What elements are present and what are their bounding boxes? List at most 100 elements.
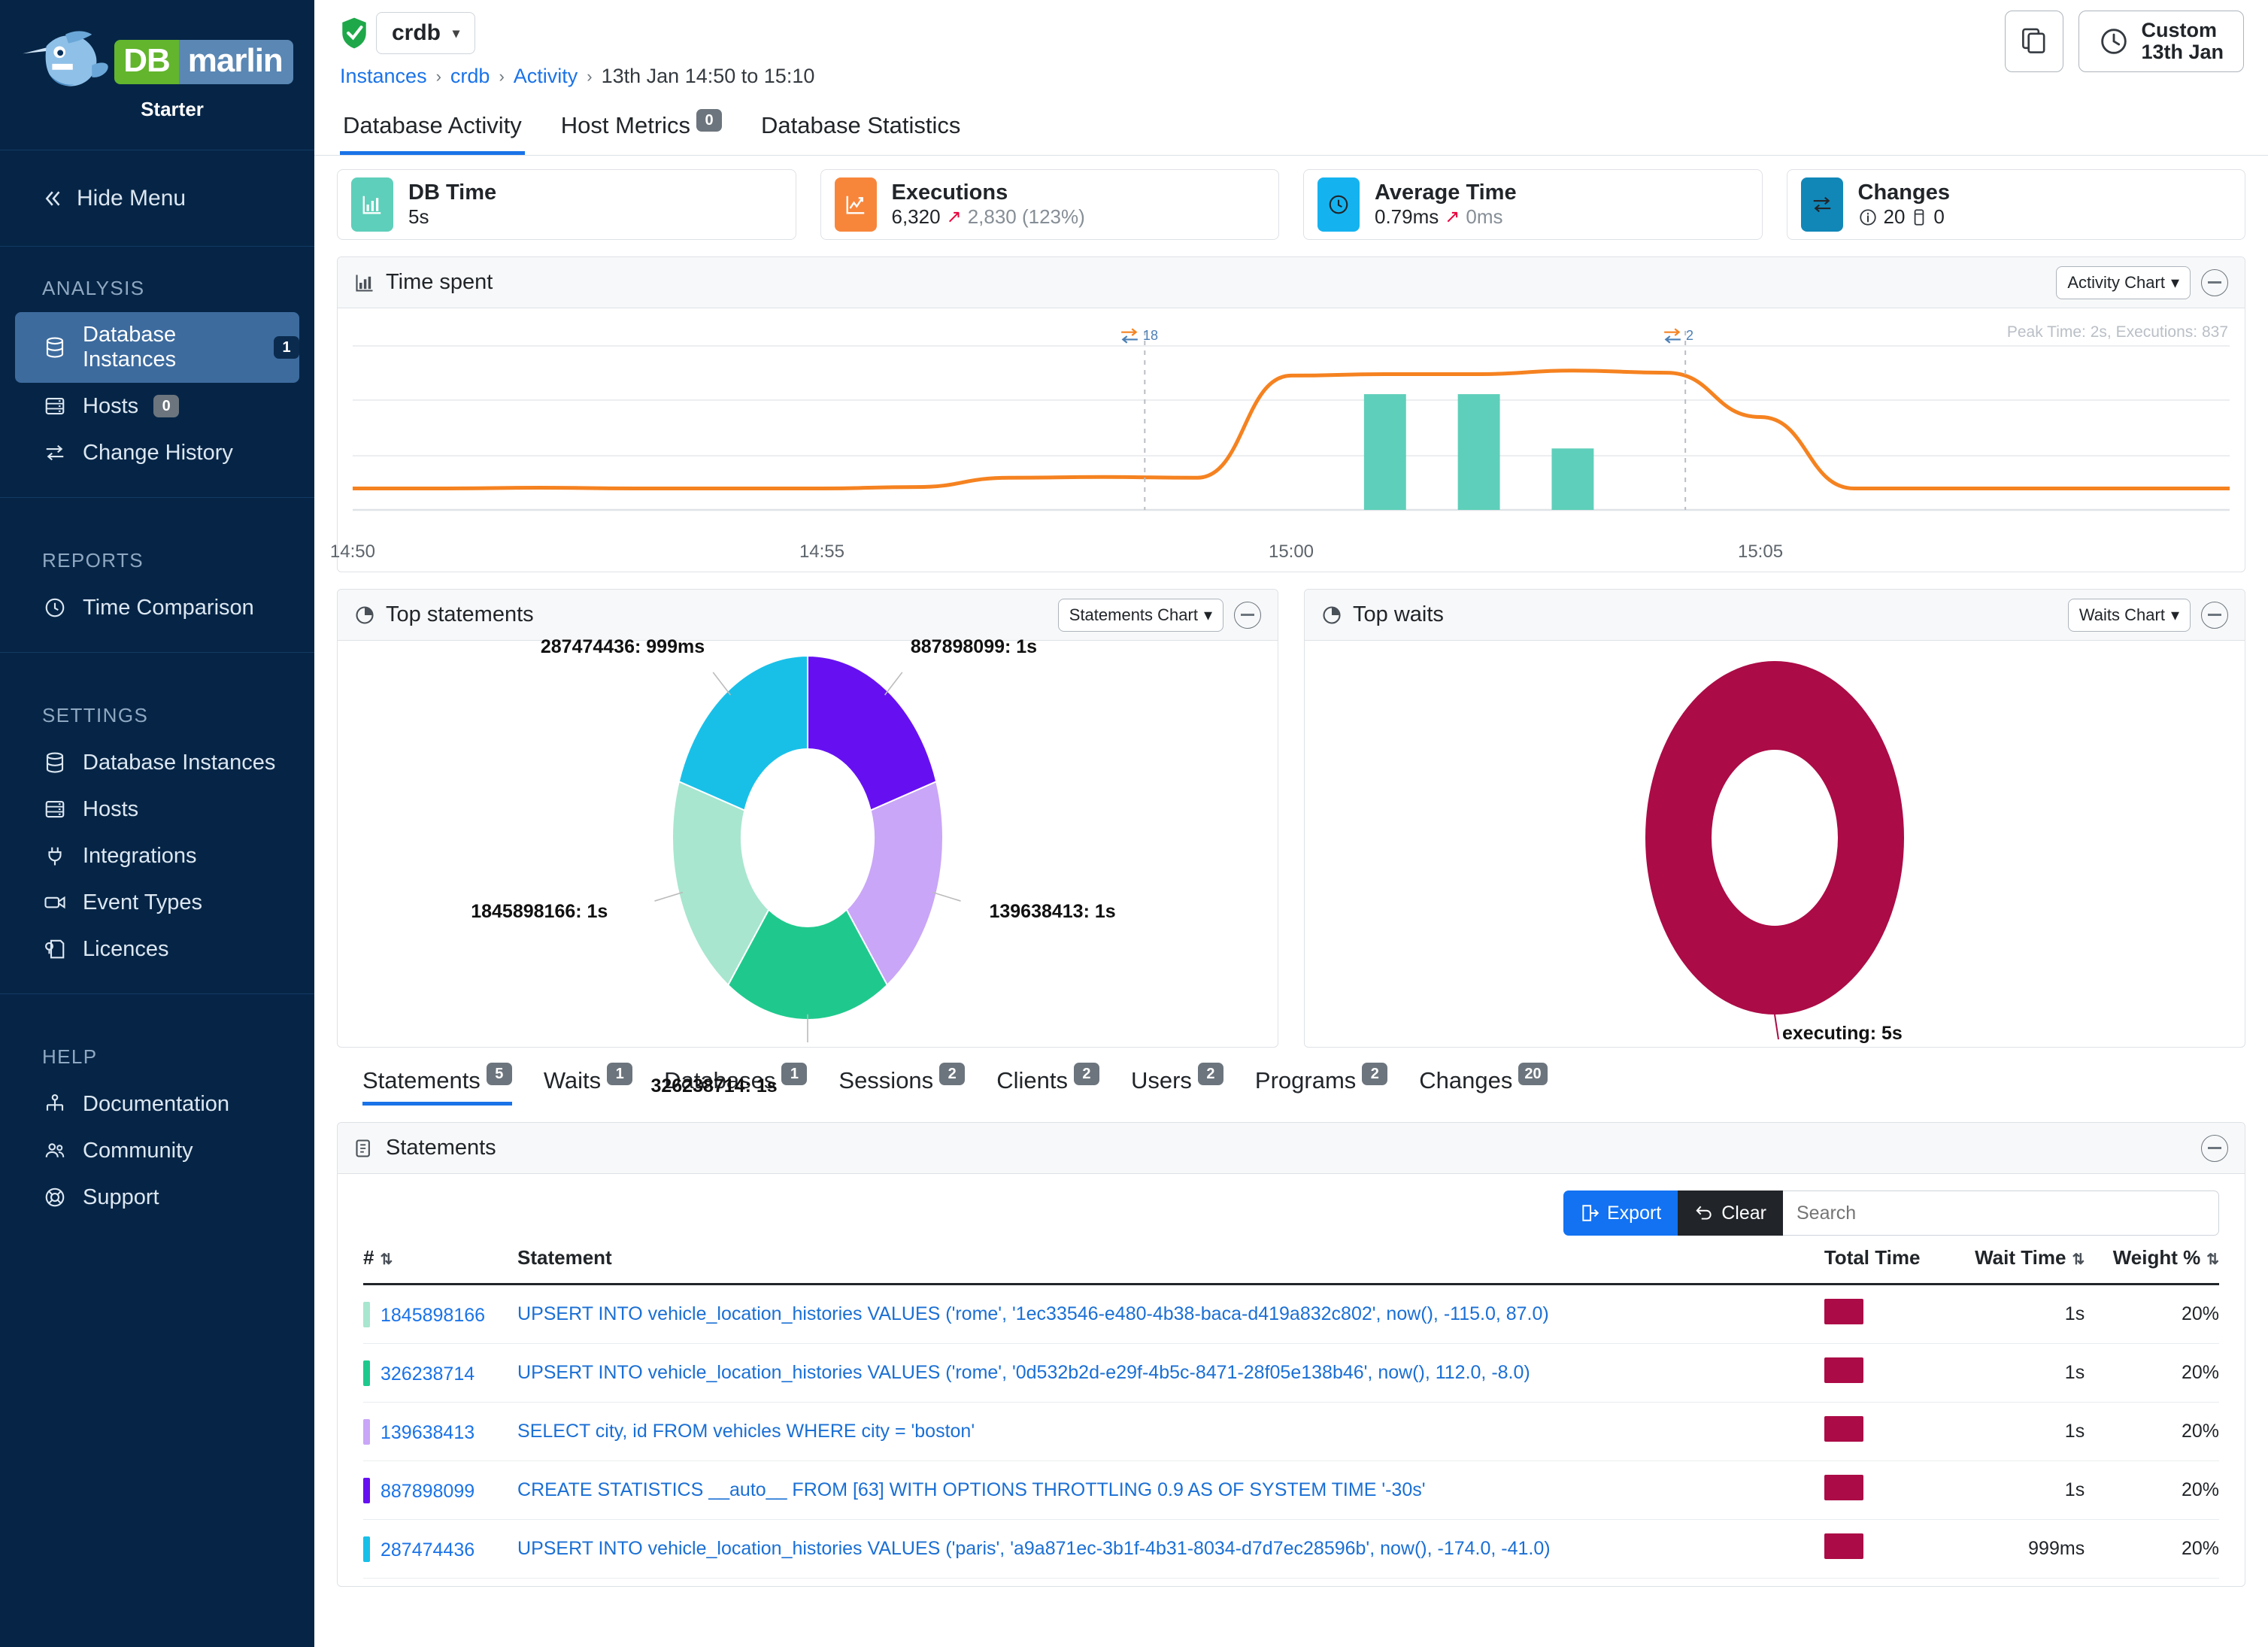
subtab-programs[interactable]: Programs2 xyxy=(1255,1067,1387,1106)
subtab-sessions[interactable]: Sessions2 xyxy=(838,1067,965,1106)
kpi-row: DB Time5s Executions6,320↗2,830 (123%) Ave… xyxy=(337,169,2245,240)
sidebar-item-integrations[interactable]: Integrations xyxy=(15,833,299,879)
top-statements-donut[interactable]: 887898099: 1s139638413: 1s326238714: 1s1… xyxy=(338,641,1278,1047)
kpi-card-average-time[interactable]: Average Time0.79ms↗0ms xyxy=(1303,169,1763,240)
exchange-icon xyxy=(1120,327,1139,344)
exchange-icon xyxy=(1801,177,1843,232)
cell-statement[interactable]: SELECT city, id FROM vehicles WHERE city… xyxy=(517,1403,1824,1461)
cell-id[interactable]: 326238714 xyxy=(363,1344,517,1403)
total-time-bar xyxy=(1824,1357,1863,1383)
sidebar-item-label: Time Comparison xyxy=(83,596,254,620)
column-header-wait-time[interactable]: Wait Time⇅ xyxy=(1945,1246,2085,1285)
subtab-clients[interactable]: Clients2 xyxy=(996,1067,1099,1106)
brand-logo[interactable]: DB marlin Starter xyxy=(0,0,314,150)
kpi-card-db-time[interactable]: DB Time5s xyxy=(337,169,796,240)
hide-menu-button[interactable]: Hide Menu xyxy=(0,150,314,247)
clear-label: Clear xyxy=(1721,1203,1766,1224)
kpi-card-changes[interactable]: Changes200 xyxy=(1787,169,2246,240)
activity-chart[interactable]: Peak Time: 2s, Executions: 837 xyxy=(338,308,2245,572)
donut-slice[interactable] xyxy=(808,656,936,811)
cell-id[interactable]: 1845898166 xyxy=(363,1285,517,1344)
top-waits-donut[interactable]: executing: 5s xyxy=(1305,641,2245,1047)
column-header-weight-[interactable]: Weight %⇅ xyxy=(2085,1246,2219,1285)
waits-chart-select[interactable]: Waits Chart ▾ xyxy=(2068,599,2191,632)
table-row[interactable]: 1845898166 UPSERT INTO vehicle_location_h… xyxy=(363,1285,2219,1344)
tab-label: Database Activity xyxy=(343,112,522,139)
breadcrumb-link[interactable]: crdb xyxy=(450,65,490,88)
statements-table: #⇅StatementTotal TimeWait Time⇅Weight %⇅… xyxy=(363,1246,2219,1579)
cell-statement[interactable]: UPSERT INTO vehicle_location_histories V… xyxy=(517,1285,1824,1344)
tab-database-activity[interactable]: Database Activity xyxy=(340,102,525,155)
collapse-statements-button[interactable] xyxy=(2201,1135,2228,1162)
breadcrumb-link[interactable]: Instances xyxy=(340,65,427,88)
top-statements-header: Top statements Statements Chart ▾ xyxy=(338,590,1278,641)
tab-host-metrics[interactable]: Host Metrics0 xyxy=(558,102,725,155)
sidebar-item-support[interactable]: Support xyxy=(15,1174,299,1221)
collapse-top-statements-button[interactable] xyxy=(1234,602,1261,629)
table-row[interactable]: 139638413SELECT city, id FROM vehicles W… xyxy=(363,1403,2219,1461)
sidebar-item-community[interactable]: Community xyxy=(15,1127,299,1174)
sidebar-item-change-history[interactable]: Change History xyxy=(15,429,299,476)
activity-annotation-1[interactable]: 18 xyxy=(1120,327,1158,344)
kpi-value-row: 5s xyxy=(408,205,496,229)
cell-id[interactable]: 287474436 xyxy=(363,1520,517,1579)
export-label: Export xyxy=(1607,1203,1661,1224)
sidebar-item-hosts[interactable]: Hosts xyxy=(15,786,299,833)
activity-annotation-2[interactable]: 2 xyxy=(1663,327,1693,344)
breadcrumb-link[interactable]: Activity xyxy=(514,65,578,88)
cell-statement[interactable]: UPSERT INTO vehicle_location_histories V… xyxy=(517,1520,1824,1579)
cell-statement[interactable]: CREATE STATISTICS __auto__ FROM [63] WIT… xyxy=(517,1461,1824,1520)
table-row[interactable]: 326238714UPSERT INTO vehicle_location_hi… xyxy=(363,1344,2219,1403)
search-input[interactable] xyxy=(1783,1191,2219,1236)
kpi-title: DB Time xyxy=(408,180,496,205)
cell-id[interactable]: 887898099 xyxy=(363,1461,517,1520)
column-header--[interactable]: #⇅ xyxy=(363,1246,517,1285)
kpi-value: 0.79ms xyxy=(1375,205,1439,229)
sidebar-item-database-instances[interactable]: Database Instances xyxy=(15,739,299,786)
app-root: DB marlin Starter Hide Menu ANALYSISData… xyxy=(0,0,2268,1647)
cell-statement[interactable]: UPSERT INTO vehicle_location_histories V… xyxy=(517,1344,1824,1403)
activity-chart-select[interactable]: Activity Chart ▾ xyxy=(2056,266,2191,299)
edition-label: Starter xyxy=(141,98,204,121)
column-header-statement[interactable]: Statement xyxy=(517,1246,1824,1285)
table-row[interactable]: 887898099CREATE STATISTICS __auto__ FROM… xyxy=(363,1461,2219,1520)
table-row[interactable]: 287474436UPSERT INTO vehicle_location_hi… xyxy=(363,1520,2219,1579)
sidebar-item-licences[interactable]: Licences xyxy=(15,926,299,972)
sidebar-item-time-comparison[interactable]: Time Comparison xyxy=(15,584,299,631)
sidebar-item-event-types[interactable]: Event Types xyxy=(15,879,299,926)
logo-wordmark: DB marlin xyxy=(114,40,293,84)
database-icon xyxy=(42,750,68,775)
cell-weight: 20% xyxy=(2085,1285,2219,1344)
statement-id: 1845898166 xyxy=(381,1305,485,1326)
collapse-top-waits-button[interactable] xyxy=(2201,602,2228,629)
time-spent-panel: Time spent Activity Chart ▾ Peak Time: 2… xyxy=(337,256,2245,572)
bar-chart-icon xyxy=(351,177,393,232)
statements-slice-label-4: 287474436: 999ms xyxy=(541,636,705,658)
subtab-waits[interactable]: Waits1 xyxy=(544,1067,632,1106)
column-header-total-time[interactable]: Total Time xyxy=(1824,1246,1945,1285)
sidebar-item-hosts[interactable]: Hosts0 xyxy=(15,383,299,429)
date-range-button[interactable]: Custom 13th Jan xyxy=(2078,11,2244,72)
cell-id[interactable]: 139638413 xyxy=(363,1403,517,1461)
detail-tabs: Statements5Waits1Databases1Sessions2Clie… xyxy=(337,1067,2245,1106)
subtab-users[interactable]: Users2 xyxy=(1131,1067,1223,1106)
sidebar-nav: ANALYSISDatabase Instances1Hosts0Change … xyxy=(0,247,314,1242)
subtab-changes[interactable]: Changes20 xyxy=(1419,1067,1547,1106)
tab-database-statistics[interactable]: Database Statistics xyxy=(758,102,963,155)
top-right-actions: Custom 13th Jan xyxy=(2005,11,2244,72)
subtab-statements[interactable]: Statements5 xyxy=(362,1067,512,1106)
clear-button[interactable]: Clear xyxy=(1678,1191,1783,1236)
statements-chart-select[interactable]: Statements Chart ▾ xyxy=(1058,599,1223,632)
export-button[interactable]: Export xyxy=(1563,1191,1678,1236)
kpi-card-executions[interactable]: Executions6,320↗2,830 (123%) xyxy=(820,169,1280,240)
date-button-line1: Custom xyxy=(2141,20,2224,41)
donut-slice[interactable] xyxy=(679,656,808,811)
instance-selector[interactable]: crdb ▾ xyxy=(376,12,475,54)
sidebar-item-database-instances[interactable]: Database Instances1 xyxy=(15,312,299,383)
copy-button[interactable] xyxy=(2005,11,2063,72)
subtab-badge: 1 xyxy=(607,1063,632,1085)
collapse-time-spent-button[interactable] xyxy=(2201,269,2228,296)
sidebar-item-documentation[interactable]: Documentation xyxy=(15,1081,299,1127)
cell-weight: 20% xyxy=(2085,1344,2219,1403)
sidebar-item-label: Change History xyxy=(83,441,233,466)
